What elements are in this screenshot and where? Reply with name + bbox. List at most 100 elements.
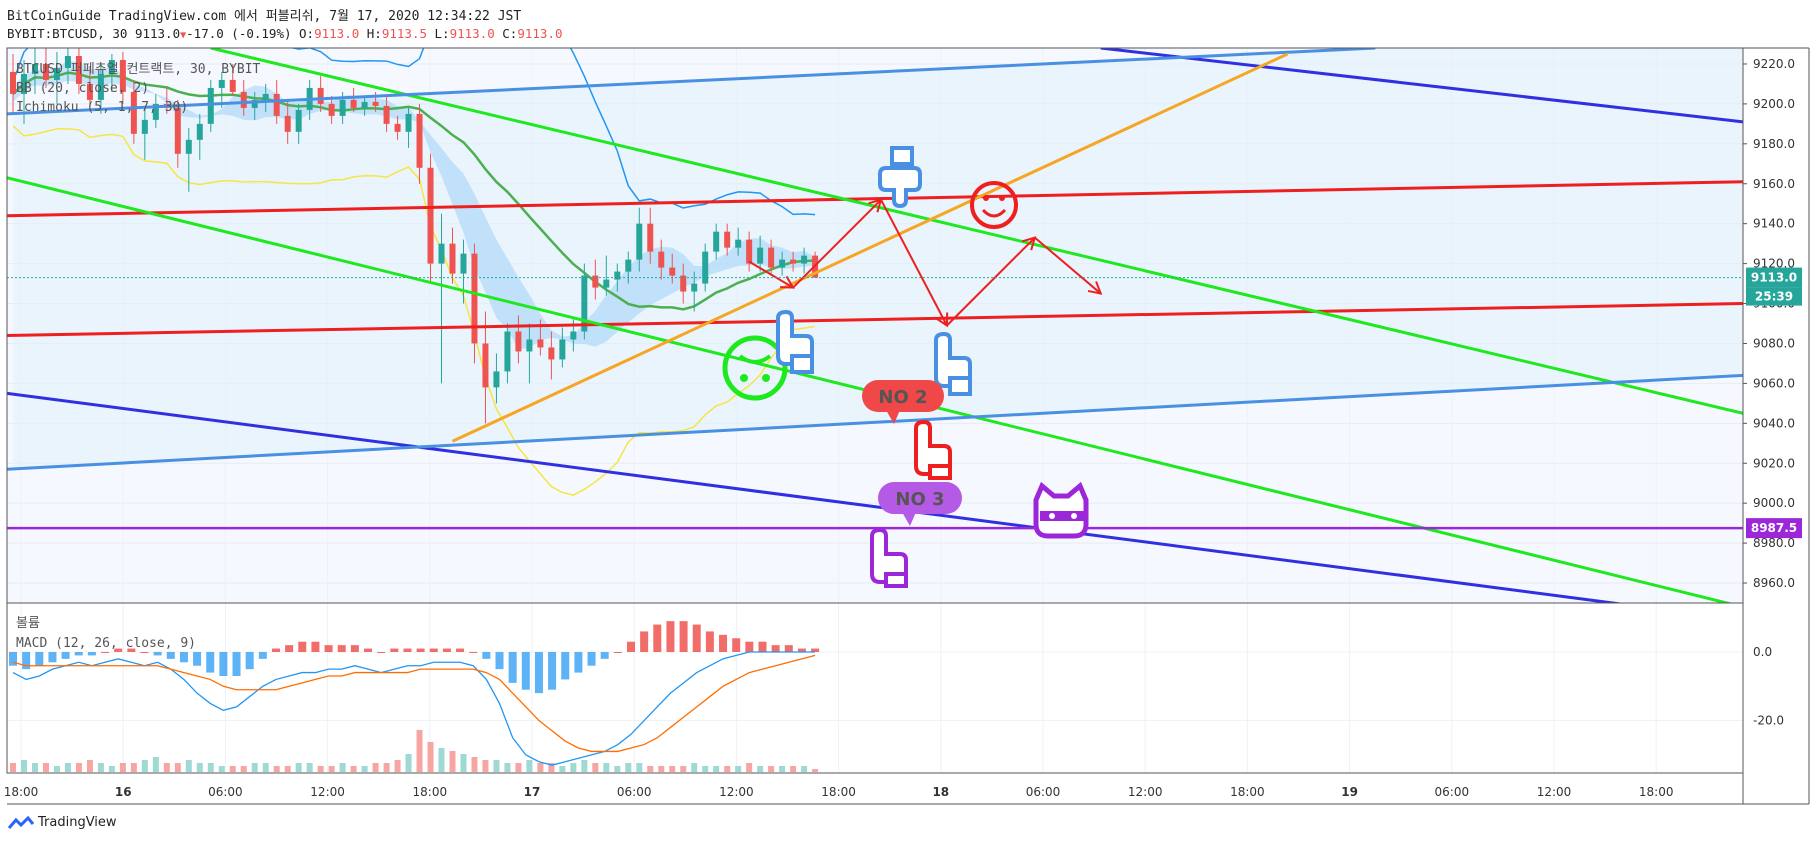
volume-bar (537, 763, 544, 772)
candle-body (218, 79, 225, 88)
histogram-bar (548, 652, 557, 690)
candle-body (185, 139, 192, 154)
volume-bar (713, 766, 720, 772)
volume-bar (361, 766, 368, 772)
histogram-bar (574, 652, 583, 673)
candle-body (614, 271, 621, 280)
legend-title: BTCUSD 퍼페츄얼 컨트랙트, 30, BYBIT (16, 62, 261, 77)
price-tick-label: 9140.0 (1753, 217, 1795, 231)
volume-bar (548, 763, 555, 772)
volume-bar (350, 766, 357, 772)
price-tick-label: 9080.0 (1753, 336, 1795, 350)
histogram-bar (179, 652, 188, 663)
price-tick-label: 9180.0 (1753, 137, 1795, 151)
volume-bar (768, 766, 775, 772)
volume-bar (251, 763, 258, 772)
volume-bar (53, 766, 60, 772)
forecast-arrow (946, 236, 1036, 327)
candle-body (625, 259, 632, 272)
macd-histogram (9, 621, 820, 694)
volume-bar (658, 766, 665, 772)
time-tick-label: 06:00 (1026, 785, 1061, 799)
candle-body (592, 275, 599, 288)
volume-bar (229, 766, 236, 772)
volume-bar (724, 766, 731, 772)
publish-info: BitCoinGuide TradingView.com 에서 퍼블리쉬, 7월… (7, 9, 522, 24)
hand-pointer-icon (934, 331, 972, 396)
time-axis[interactable]: 18:00 16 06:00 12:00 18:00 17 06:00 12:00 18:00 1… (4, 785, 1674, 799)
last-price-badge: 9113.0 (1746, 267, 1802, 288)
time-tick-label: 18 (932, 785, 949, 799)
tradingview-logo-text: TradingView (38, 815, 117, 830)
volume-bar (416, 730, 423, 772)
sad-face-icon (722, 335, 788, 401)
countdown-badge-text: 25:39 (1755, 290, 1793, 304)
volume-bars (10, 730, 819, 772)
histogram-bar (482, 652, 491, 659)
macd-axis[interactable]: 0.0 -20.0 (1753, 645, 1784, 728)
volume-bar (614, 766, 621, 772)
trendline-light_blue_lower (7, 373, 1743, 471)
macd-tick-label: 0.0 (1753, 645, 1772, 659)
indicator-pane-background (7, 604, 1743, 772)
candle-body (350, 99, 357, 108)
volume-bar (108, 766, 115, 772)
volume-bar (790, 766, 797, 772)
volume-bar (273, 766, 280, 772)
legend-macd: MACD (12, 26, close, 9) (16, 636, 196, 651)
volume-bar (735, 766, 742, 772)
open-label: O: (299, 26, 315, 41)
tradingview-logo[interactable]: TradingView (8, 815, 117, 830)
candle-body (152, 103, 159, 120)
histogram-bar (61, 652, 70, 659)
candle-body (295, 109, 302, 132)
candle-body (702, 251, 709, 284)
volume-bar (163, 763, 170, 772)
volume-bar (581, 760, 588, 772)
histogram-bar (797, 648, 806, 652)
trendline-red_upper (7, 180, 1743, 218)
time-tick-label: 06:00 (1435, 785, 1470, 799)
trendline-blue_upper (1100, 48, 1743, 124)
volume-bar (174, 763, 181, 772)
callout-no3: NO 3 (878, 482, 962, 526)
histogram-bar (101, 652, 110, 653)
histogram-bar (613, 652, 622, 653)
price-axis[interactable]: 9220.09200.09180.09160.09140.09120.09100… (1743, 57, 1795, 590)
volume-bar (328, 766, 335, 772)
price-tick-label: 8960.0 (1753, 576, 1795, 590)
volume-bar (702, 766, 709, 772)
volume-bar (262, 763, 269, 772)
candle-body (97, 73, 104, 100)
candle-body (328, 103, 335, 116)
candle-body (636, 223, 643, 260)
histogram-bar (298, 641, 307, 652)
low-value: 9113.0 (449, 26, 495, 41)
close-value: 9113.0 (517, 26, 563, 41)
candle-body (141, 119, 148, 134)
histogram-bar (22, 652, 31, 670)
histogram-bar (232, 652, 241, 676)
candle-body (669, 267, 676, 276)
macd-lines (12, 651, 816, 766)
candles (10, 48, 819, 424)
high-label: H: (366, 26, 382, 41)
time-tick-label: 12:00 (1128, 785, 1163, 799)
volume-bar (119, 763, 126, 772)
candle-body (735, 239, 742, 248)
volume-bar (284, 766, 291, 772)
volume-bar (75, 763, 82, 772)
histogram-bar (495, 652, 504, 670)
volume-bar (691, 763, 698, 772)
histogram-bar (271, 648, 280, 652)
candle-body (504, 331, 511, 372)
candle-body (317, 87, 324, 104)
histogram-bar (9, 652, 17, 666)
channel-area (13, 48, 1743, 470)
candle-body (768, 247, 775, 268)
volume-bar (152, 757, 159, 772)
price-tick-label: 9020.0 (1753, 456, 1795, 470)
candle-body (130, 91, 137, 134)
volume-bar (405, 754, 412, 772)
